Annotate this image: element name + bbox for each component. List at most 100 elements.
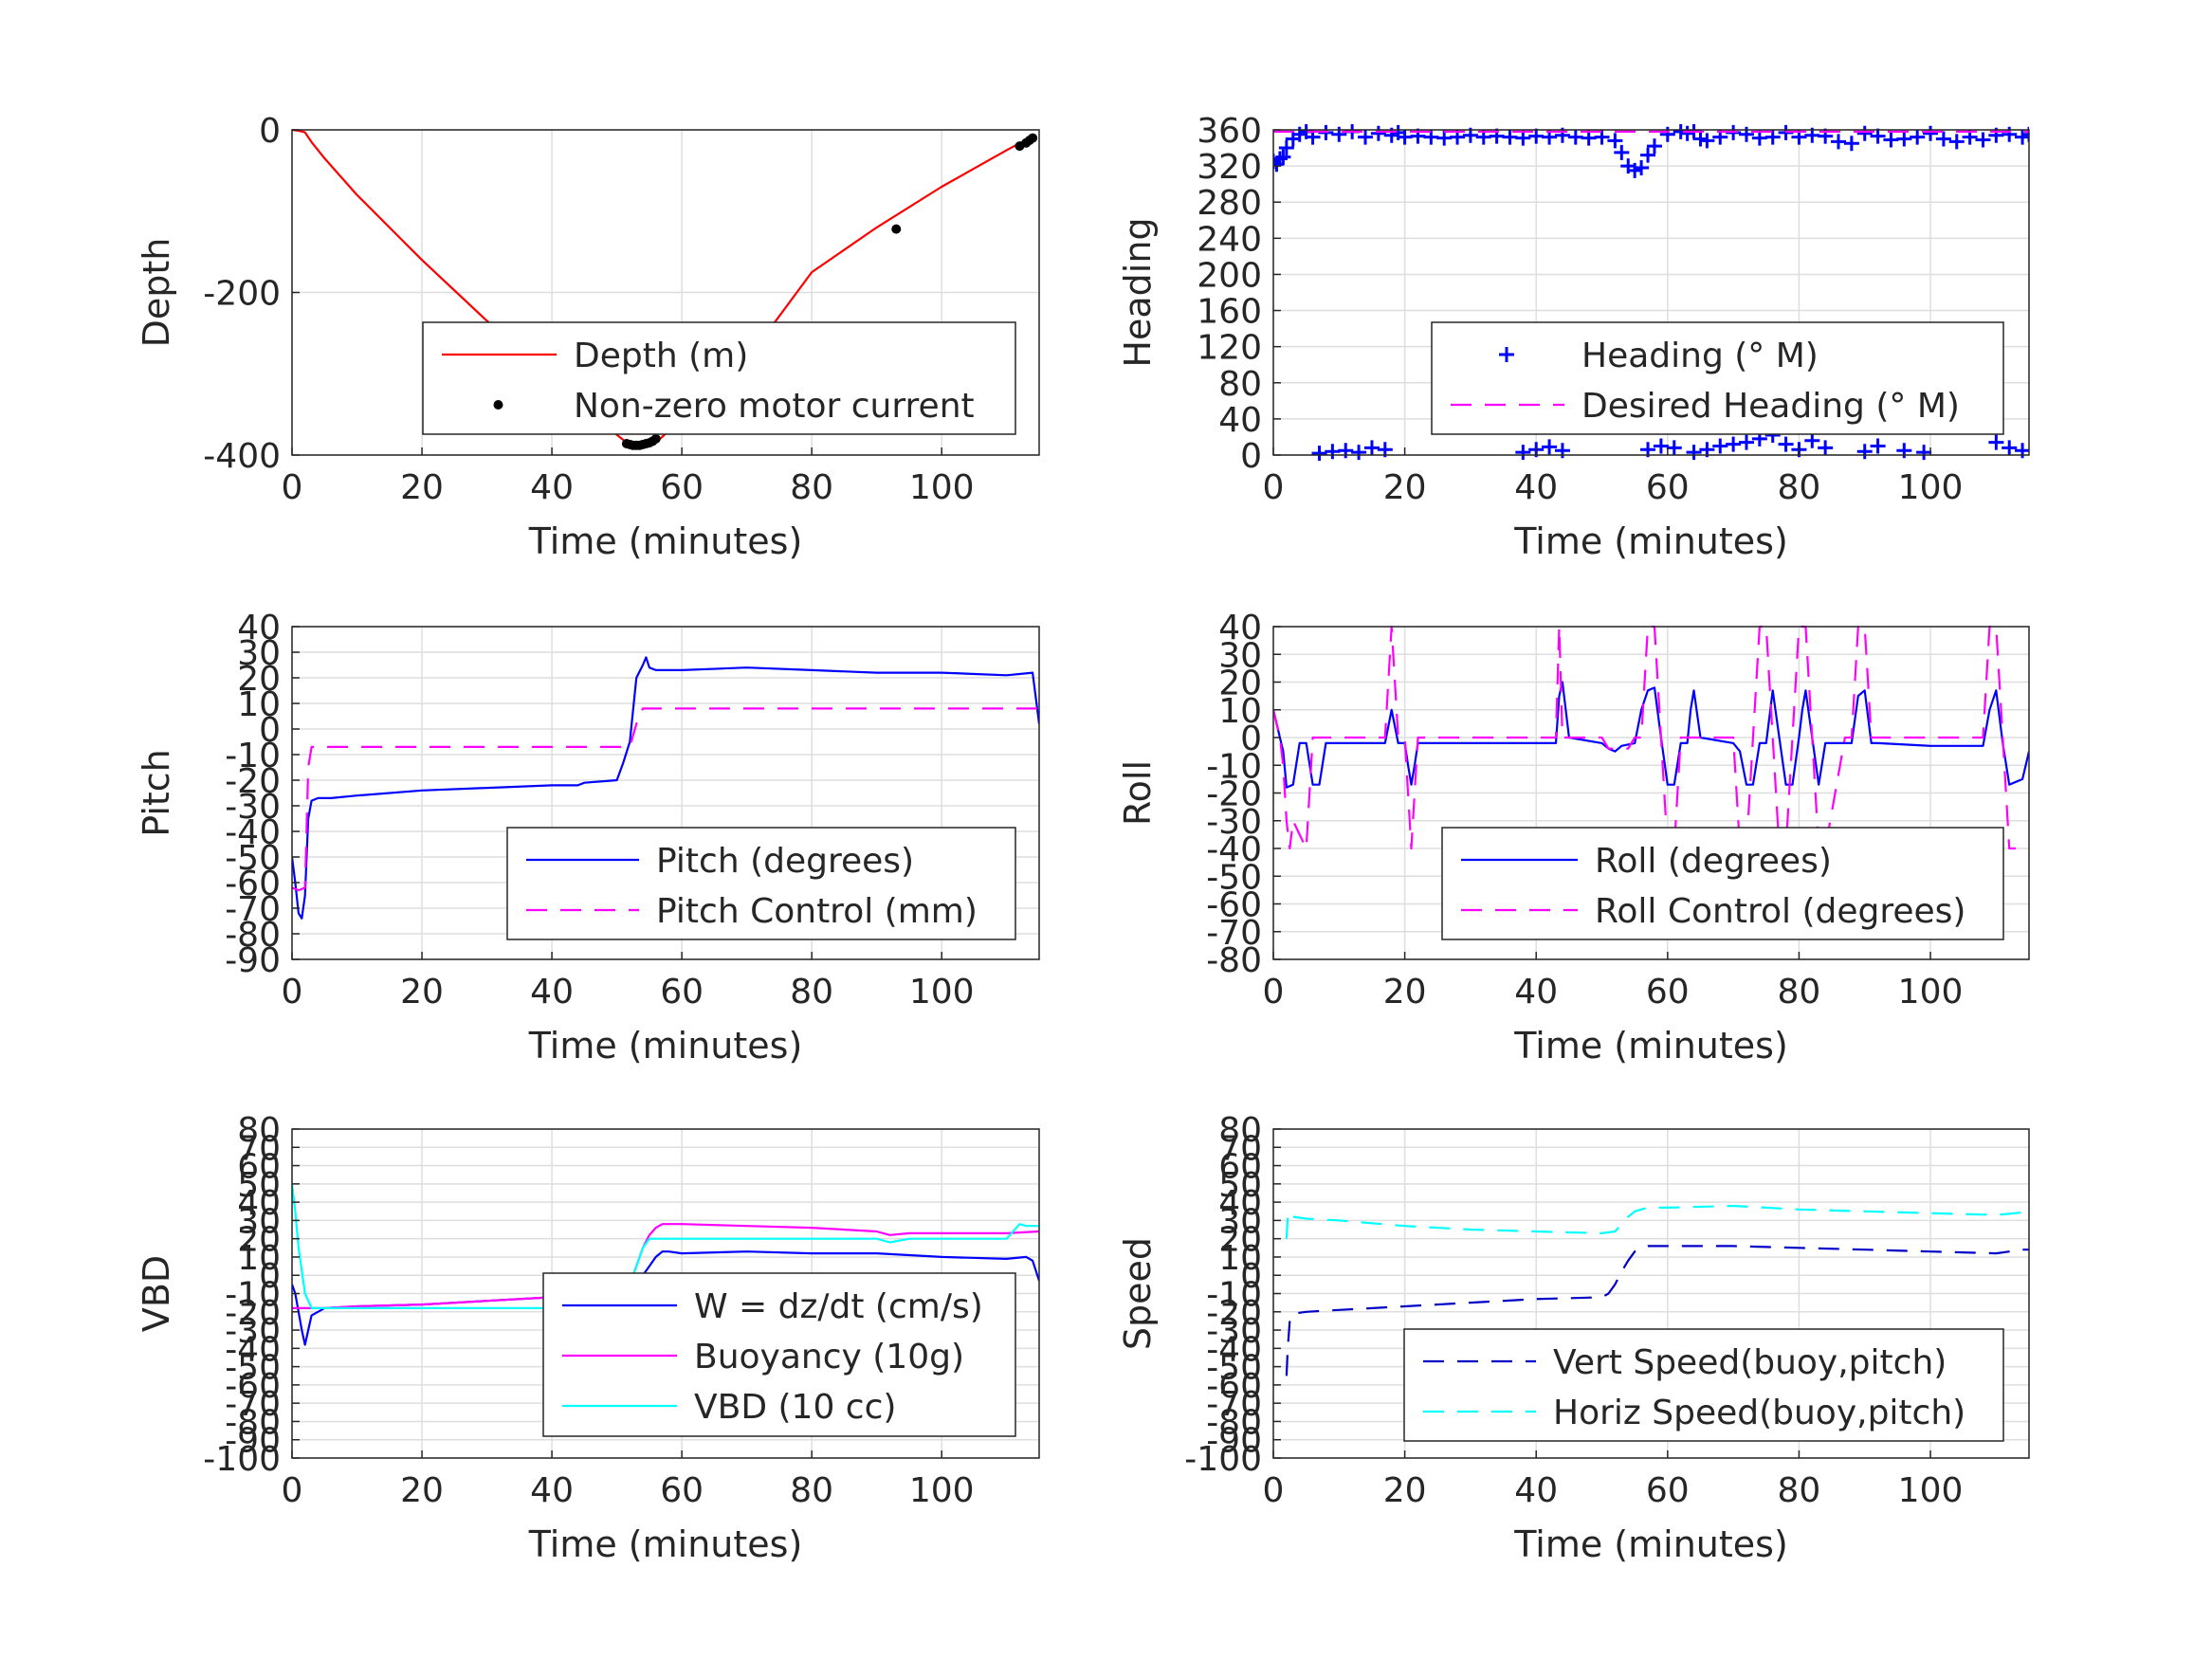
y-tick-label: -30	[1206, 803, 1262, 842]
y-tick-label: 240	[1197, 220, 1262, 259]
panel-5: 0 20 40 60 80 100-100-90-80-70-60-50-40-30-20…	[136, 1111, 1040, 1565]
y-tick-label: -90	[225, 941, 281, 980]
y-tick-label: 0	[259, 711, 281, 750]
legend-label: Pitch Control (mm)	[656, 892, 978, 931]
x-tick-label: 100	[909, 973, 975, 1012]
series-group	[292, 128, 1038, 450]
y-tick-label: -80	[1206, 941, 1262, 980]
y-tick-label: 80	[1218, 1111, 1262, 1150]
x-tick-label: 40	[1514, 973, 1558, 1012]
y-tick-label: 30	[1218, 636, 1262, 675]
data-point	[1896, 443, 1912, 459]
legend-label: Heading (° M)	[1581, 337, 1819, 375]
y-tick-label: 30	[1218, 1202, 1262, 1241]
y-tick-label: 360	[1197, 112, 1262, 151]
legend: Depth (m) Non-zero motor current	[422, 321, 1016, 435]
x-tick-label: 100	[1898, 1471, 1964, 1510]
legend-label: Pitch (degrees)	[656, 842, 914, 881]
series-group	[292, 656, 1039, 920]
y-tick-label: -40	[225, 813, 281, 852]
legend-label: VBD (10 cc)	[694, 1388, 896, 1427]
x-tick-label: 80	[790, 973, 833, 1012]
y-tick-label: 40	[1218, 1184, 1262, 1223]
y-axis-label: VBD	[136, 1255, 177, 1332]
data-point	[1738, 434, 1754, 450]
legend-label: Depth (m)	[574, 337, 748, 375]
data-point	[1567, 129, 1583, 145]
y-axis-label: Heading	[1117, 217, 1159, 367]
x-tick-label: 20	[1383, 1471, 1427, 1510]
y-tick-label: 40	[1218, 401, 1262, 440]
legend-label: Roll (degrees)	[1595, 842, 1832, 881]
data-point	[1883, 132, 1899, 148]
x-axis-label: Time (minutes)	[528, 1523, 803, 1565]
y-tick-label: 40	[237, 1184, 281, 1223]
y-axis-label: Roll	[1117, 760, 1159, 826]
x-axis-label: Time (minutes)	[1513, 1025, 1788, 1066]
legend-label: Vert Speed(buoy,pitch)	[1553, 1343, 1947, 1382]
x-tick-label: 100	[1898, 468, 1964, 507]
x-tick-label: 40	[530, 973, 574, 1012]
y-tick-label: -40	[225, 1330, 281, 1369]
y-tick-label: 80	[237, 1111, 281, 1150]
y-tick-label: -10	[1206, 1276, 1262, 1315]
axes-box	[291, 626, 1040, 960]
series-group	[1273, 124, 2029, 461]
y-tick-label: 10	[1218, 692, 1262, 731]
data-point	[1948, 134, 1965, 150]
y-tick-label: 60	[237, 1148, 281, 1187]
x-tick-label: 20	[400, 1471, 444, 1510]
data-point	[1331, 126, 1347, 142]
y-tick-label: -20	[1206, 775, 1262, 814]
series-pitch-control-mm-line	[292, 707, 1039, 892]
legend-label: W = dz/dt (cm/s)	[694, 1287, 983, 1326]
x-tick-label: 100	[909, 468, 975, 507]
x-tick-label: 20	[1383, 468, 1427, 507]
y-tick-label: 30	[237, 634, 281, 673]
y-tick-label: 320	[1197, 148, 1262, 187]
data-point	[1515, 445, 1531, 461]
x-tick-label: 80	[1778, 973, 1821, 1012]
x-axis-label: Time (minutes)	[1513, 520, 1788, 562]
data-point	[1614, 144, 1630, 160]
series-buoyancy-10g-line	[292, 1223, 1039, 1310]
data-point	[1273, 154, 1281, 170]
data-point	[1818, 440, 1834, 456]
series-group	[1285, 1204, 2029, 1376]
data-point	[1679, 125, 1695, 141]
series-horiz-speed-buoy-pitch-line	[1285, 1204, 2029, 1239]
data-point	[1659, 126, 1675, 142]
data-point	[2015, 129, 2029, 145]
data-point	[1397, 129, 1413, 145]
x-tick-label: 0	[282, 1471, 303, 1510]
y-tick-label: -50	[225, 1349, 281, 1388]
x-tick-label: 60	[1646, 973, 1690, 1012]
x-tick-label: 60	[660, 1471, 704, 1510]
y-tick-label: -30	[1206, 1312, 1262, 1351]
x-tick-label: 40	[1514, 468, 1558, 507]
x-tick-label: 80	[1778, 468, 1821, 507]
y-tick-label: -30	[225, 788, 281, 827]
legend-swatch	[1499, 347, 1514, 362]
data-point	[1686, 445, 1702, 461]
x-axis-label: Time (minutes)	[528, 1025, 803, 1066]
data-point	[1325, 444, 1341, 460]
data-point	[1712, 438, 1728, 454]
legend: Roll (degrees) Roll Control (degrees)	[1441, 827, 2004, 940]
y-tick-label: 40	[1218, 609, 1262, 647]
data-point	[1502, 129, 1518, 145]
y-tick-label: 50	[237, 1166, 281, 1205]
y-tick-label: -80	[1206, 1403, 1262, 1442]
legend-box	[1403, 1328, 2004, 1442]
data-point	[1804, 432, 1820, 448]
data-point	[1916, 445, 1932, 461]
y-tick-label: -100	[203, 1440, 281, 1479]
y-tick-label: 0	[259, 1257, 281, 1296]
data-point	[2021, 126, 2029, 142]
x-tick-label: 0	[282, 468, 303, 507]
x-axis-label: Time (minutes)	[1513, 1523, 1788, 1565]
data-point	[1607, 133, 1623, 149]
panel-1: 0 20 40 60 80 100 -400 -200 0 Time (minutes) Depth…	[136, 112, 1040, 562]
legend: Heading (° M) Desired Heading (° M)	[1431, 321, 2004, 435]
data-point	[1738, 126, 1754, 142]
